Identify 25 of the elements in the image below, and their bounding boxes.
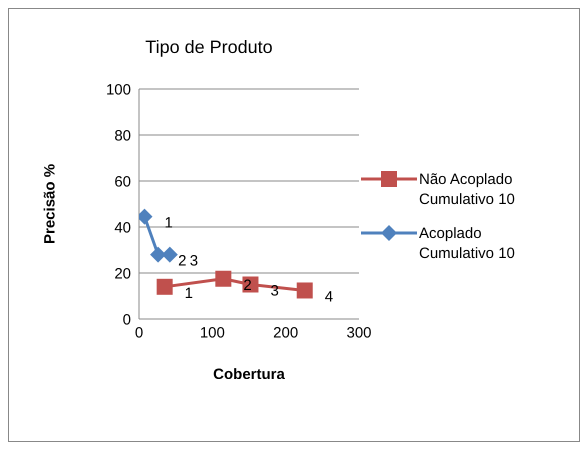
y-tick-label: 80 [114,127,131,144]
x-tick-label: 0 [134,324,144,342]
point [162,246,178,263]
annotation: 4 [324,288,334,306]
x-tick-label: 100 [200,324,225,342]
annotation: 1 [164,214,173,232]
y-axis-title: Precisão % [41,164,58,244]
y-tick-label: 0 [122,311,131,328]
y-tick-label: 40 [114,219,131,236]
y-tick-label: 60 [114,173,131,190]
legend-label: Não Acoplado Cumulativo 10 [419,170,516,210]
annotation: 2 [243,276,252,294]
point [296,282,313,298]
legend-label: Acoplado Cumulativo 10 [419,224,516,264]
annotation: 3 [190,252,198,270]
point [215,270,232,287]
y-tick-label: 20 [114,265,131,282]
x-axis-title: Cobertura [213,366,286,383]
annotation: 1 [184,284,194,302]
x-tick-label: 200 [273,324,298,342]
chart-title: Tipo de Produto [144,37,274,58]
y-tick-label: 100 [106,81,131,98]
point [156,278,173,295]
annotation: 2 [178,252,186,270]
x-tick-label: 300 [346,324,372,342]
